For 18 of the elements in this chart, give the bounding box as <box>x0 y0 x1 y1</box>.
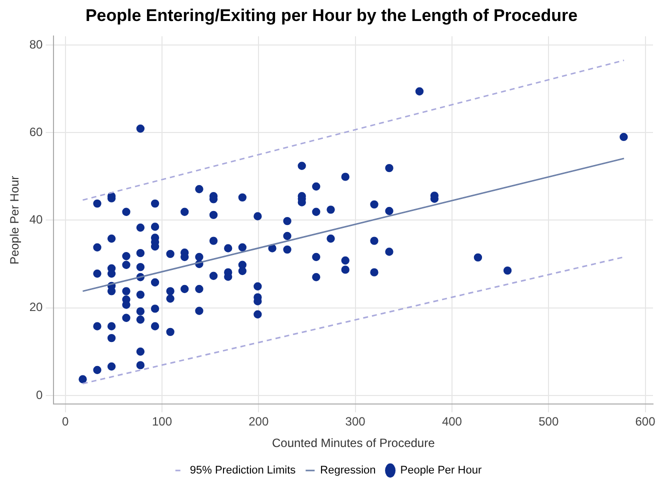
x-tick-label: 300 <box>345 414 366 429</box>
legend-label: 95% Prediction Limits <box>190 464 296 477</box>
legend-label: People Per Hour <box>400 464 482 477</box>
y-tick-label: 60 <box>29 124 44 139</box>
y-tick-label: 40 <box>29 212 44 227</box>
y-tick-label: 80 <box>29 37 44 52</box>
y-axis-title: People Per Hour <box>8 176 22 265</box>
x-tick-label: 200 <box>248 414 269 429</box>
x-tick-label: 500 <box>538 414 559 429</box>
x-tick-label: 100 <box>152 414 172 429</box>
legend-label: Regression <box>320 464 376 477</box>
x-tick-label: 400 <box>442 414 462 429</box>
x-tick-label: 0 <box>62 414 69 429</box>
x-tick-label: 600 <box>635 414 656 429</box>
x-axis-title: Counted Minutes of Procedure <box>272 436 436 450</box>
y-tick-label: 20 <box>29 300 44 314</box>
y-tick-label: 0 <box>36 388 44 402</box>
chart-title: People Entering/Exiting per Hour by the Length of Procedure <box>84 6 579 26</box>
